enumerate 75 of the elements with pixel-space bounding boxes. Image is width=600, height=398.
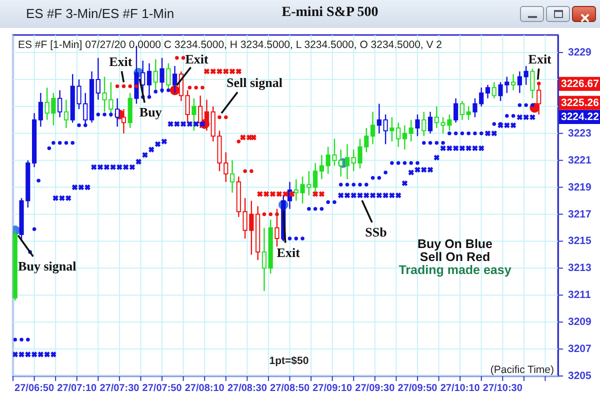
candlestick [64, 99, 69, 129]
candlestick [185, 90, 190, 124]
y-tick-label: 3205 [568, 370, 592, 382]
annotation: (Pacific Time) [490, 364, 554, 376]
annotation: Exit [528, 52, 552, 67]
y-tick-label: 3219 [568, 181, 592, 194]
x-tick-label: 27/07:30 [100, 383, 140, 394]
ref-line-label: 3226.67 [561, 78, 600, 90]
x-tick-label: 27/09:30 [355, 383, 396, 394]
y-tick-label: 3217 [568, 208, 592, 220]
x-tick-label: 27/10:10 [440, 383, 480, 394]
annotation: Sell On Red [420, 250, 490, 264]
candlestick [415, 114, 420, 137]
annotation: Buy [139, 104, 162, 120]
y-tick-label: 3207 [568, 343, 592, 356]
candlestick [390, 116, 394, 142]
candlestick [192, 98, 196, 132]
candlestick [204, 99, 210, 132]
x-tick-label: 27/06:50 [14, 383, 54, 394]
candlestick [262, 227, 267, 292]
candlestick [524, 65, 528, 86]
y-tick-label: 3215 [568, 235, 592, 248]
candlestick [466, 106, 471, 121]
ref-line-label: 3225.26 [561, 96, 600, 109]
text: ES #F 3-Min/ES #F 1-Min [26, 6, 174, 21]
candlestick [454, 98, 458, 124]
annotation: Buy On Blue [417, 237, 493, 251]
candlestick [370, 111, 376, 145]
y-tick-label: 3229 [568, 46, 592, 59]
candlestick [383, 114, 388, 145]
y-tick-label: 3209 [568, 316, 592, 328]
candlestick [422, 111, 426, 137]
candlestick [58, 90, 62, 118]
candlestick [172, 65, 178, 94]
y-tick-label: 3221 [568, 154, 592, 166]
candlestick [396, 122, 401, 148]
candlestick [510, 73, 516, 91]
annotation: Exit [109, 54, 133, 70]
x-tick-label: 27/07:50 [142, 383, 182, 394]
candlestick [319, 154, 324, 180]
candlestick [344, 144, 350, 180]
annotation: ES #F [1-Min] 07/27/20 0.0000 C 3234.5000, H 3234.5000, L 3234.5000, O 3234.5000, V 2 [18, 39, 442, 51]
annotation: Exit [276, 244, 301, 260]
candlestick [166, 62, 171, 91]
y-tick-label: 3223 [568, 127, 592, 140]
candlestick [492, 82, 496, 99]
x-tick-label: 27/08:10 [184, 383, 225, 394]
annotation: 1pt=$50 [269, 355, 309, 367]
x-tick-label: 27/09:50 [398, 383, 438, 394]
candlestick [402, 124, 408, 150]
x-tick-label: 27/07:10 [57, 383, 98, 394]
annotation: Sell signal [226, 75, 283, 90]
candlestick [485, 84, 490, 99]
candlestick [376, 103, 382, 134]
candlestick [274, 208, 280, 248]
candlestick [160, 57, 164, 94]
ref-line-label: 3224.22 [561, 110, 600, 123]
chart-title: E-mini S&P 500 [280, 5, 380, 21]
candlestick [230, 160, 235, 194]
y-tick-label: 3213 [568, 262, 592, 274]
annotation: Exit [185, 51, 210, 66]
annotation: Trading made easy [398, 263, 512, 277]
candlestick [460, 100, 464, 121]
x-tick-label: 27/10:30 [482, 383, 523, 394]
candlestick [115, 98, 120, 128]
y-tick-label: 3211 [568, 289, 591, 302]
candlestick [408, 119, 414, 142]
candlestick [428, 111, 433, 134]
annotation: Buy signal [18, 258, 77, 274]
x-tick-label: 27/08:50 [270, 383, 310, 394]
x-tick-label: 27/08:30 [227, 383, 268, 394]
x-tick-label: 27/09:10 [312, 383, 353, 394]
candlestick [38, 92, 43, 128]
candlestick [517, 70, 522, 94]
annotation: SSb [365, 224, 387, 240]
